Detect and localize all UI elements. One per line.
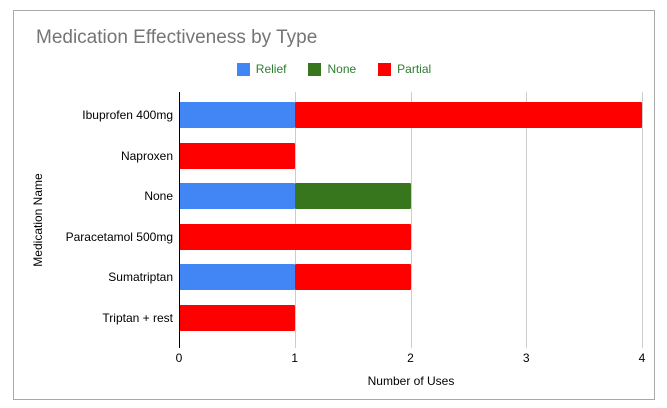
category-label: Ibuprofen 400mg (82, 108, 173, 123)
category-label: Naproxen (120, 148, 173, 163)
bar-segment-none[interactable] (294, 183, 411, 210)
x-tick-label: 1 (291, 351, 299, 365)
x-tick-label: 0 (175, 351, 183, 365)
y-axis-title: Medication Name (31, 173, 45, 267)
bar-segment-partial[interactable] (294, 102, 642, 129)
gridline (642, 92, 643, 348)
chart-title: Medication Effectiveness by Type (36, 27, 318, 48)
bar-segment-relief[interactable] (179, 264, 295, 291)
x-tick-label: 2 (407, 351, 414, 365)
bar-segment-partial[interactable] (179, 142, 295, 169)
legend-item-partial: Partial (378, 62, 431, 76)
chart-container[interactable]: Medication Effectiveness by Type Relief N… (13, 10, 655, 400)
chart-plot: Ibuprofen 400mg Naproxen None Paracetamol 5… (14, 11, 654, 399)
legend-item-relief: Relief (236, 62, 287, 76)
chart-legend: Relief None Partial (14, 62, 654, 76)
legend-label: None (327, 62, 357, 76)
legend-swatch-icon (378, 62, 392, 76)
gridline (410, 92, 412, 348)
category-label: None (144, 189, 173, 204)
x-tick-label: 4 (638, 351, 646, 365)
bar-segment-relief[interactable] (179, 102, 295, 129)
legend-swatch-icon (308, 62, 322, 76)
x-axis-title: Number of Uses (367, 374, 455, 388)
bar-segment-partial[interactable] (294, 264, 411, 291)
bar-segment-partial[interactable] (179, 304, 295, 331)
category-label: Paracetamol 500mg (65, 229, 173, 244)
legend-label: Relief (255, 62, 287, 76)
category-label: Sumatriptan (108, 270, 173, 285)
gridline (526, 92, 528, 348)
category-label: Triptan + rest (102, 310, 173, 325)
y-axis-line (179, 92, 180, 348)
bar-segment-relief[interactable] (179, 183, 295, 210)
legend-label: Partial (397, 62, 432, 76)
x-tick-label: 3 (522, 351, 530, 365)
gridline (294, 92, 296, 348)
legend-item-none: None (308, 62, 356, 76)
bar-segment-partial[interactable] (179, 223, 411, 250)
legend-swatch-icon (236, 62, 250, 76)
